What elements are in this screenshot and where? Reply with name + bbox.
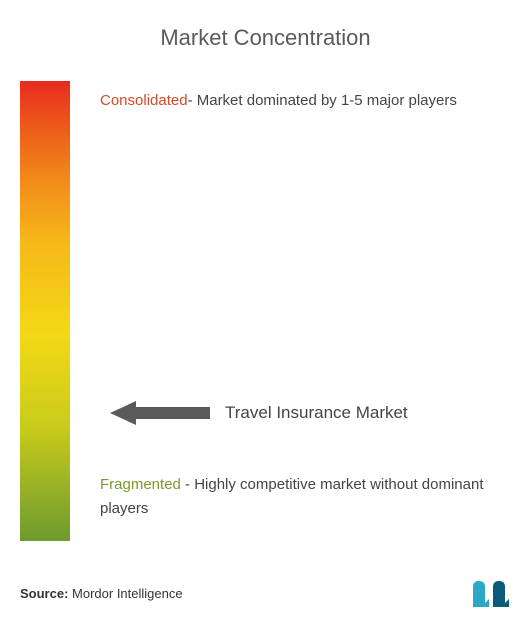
fragmented-keyword: Fragmented [100, 476, 181, 493]
arrow-left-icon [110, 401, 210, 425]
page-title: Market Concentration [20, 25, 511, 51]
fragmented-description: Fragmented - Highly competitive market w… [100, 473, 511, 521]
source-label: Source: [20, 586, 68, 601]
infographic-container: Market Concentration [0, 0, 531, 627]
gradient-svg [20, 81, 70, 541]
source-value: Mordor Intelligence [72, 586, 183, 601]
market-indicator: Travel Insurance Market [100, 401, 511, 425]
descriptions-column: Consolidated- Market dominated by 1-5 ma… [100, 81, 511, 541]
consolidated-description: Consolidated- Market dominated by 1-5 ma… [100, 89, 511, 113]
consolidated-keyword: Consolidated [100, 92, 188, 109]
content-area: Consolidated- Market dominated by 1-5 ma… [20, 81, 511, 541]
concentration-gradient-bar [20, 81, 70, 541]
market-label-text: Travel Insurance Market [225, 403, 408, 423]
consolidated-text: - Market dominated by 1-5 major players [188, 92, 457, 109]
source-citation: Source: Mordor Intelligence [20, 586, 183, 601]
mordor-logo-icon [471, 579, 511, 607]
footer: Source: Mordor Intelligence [20, 579, 511, 607]
